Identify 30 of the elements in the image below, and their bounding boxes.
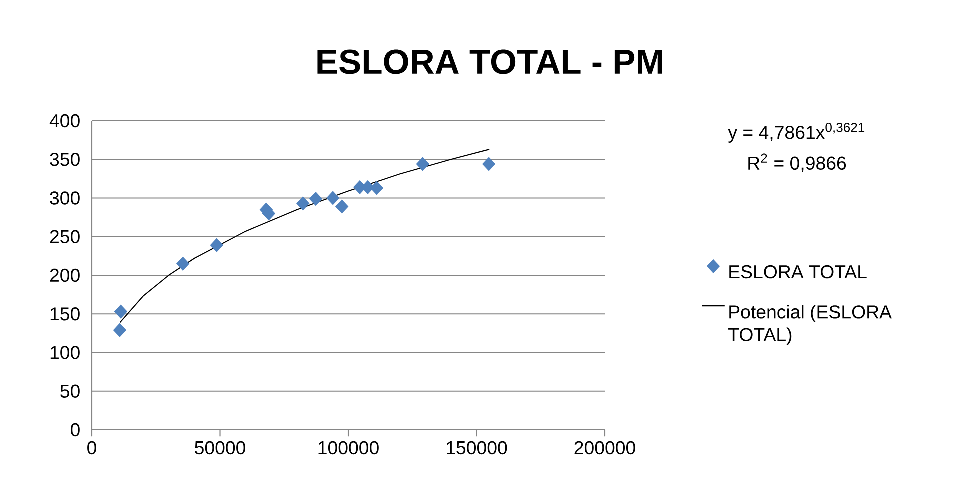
point (296, 196, 310, 211)
point (210, 238, 224, 252)
y-tick-label: 350 (50, 152, 80, 166)
y-tick-label: 100 (50, 346, 80, 360)
point (482, 157, 496, 172)
legend-label: Potencial (ESLORA TOTAL) (728, 305, 892, 346)
point (370, 181, 384, 196)
text: y = 4,7861x$^{0,3621}$ (728, 123, 865, 143)
point (326, 191, 340, 206)
point (416, 157, 430, 172)
point (114, 304, 128, 319)
x-tick-label: 50000 (195, 441, 246, 455)
y-tick-label: 200 (50, 268, 80, 282)
point (336, 200, 349, 214)
x-tick-label: 0 (88, 441, 96, 455)
y-tick-label: 300 (50, 192, 80, 205)
y-tick-label: 250 (50, 230, 80, 244)
y-tick-label: 50 (60, 384, 80, 398)
y-tick-label: 0 (70, 423, 80, 437)
y-tick-label: 400 (50, 114, 80, 128)
text: R$^{2}$ = 0,9866 (748, 154, 846, 172)
x-tick-label: 150000 (447, 441, 508, 455)
x-tick-label: 100000 (318, 441, 379, 455)
point (113, 323, 126, 338)
point (309, 192, 322, 206)
legend-label: ESLORA TOTAL (730, 265, 867, 279)
point (176, 256, 190, 271)
x-tick-label: 200000 (574, 441, 636, 455)
y-tick-label: 150 (50, 307, 80, 321)
chart-title: ESLORA TOTAL - PM (318, 50, 662, 74)
